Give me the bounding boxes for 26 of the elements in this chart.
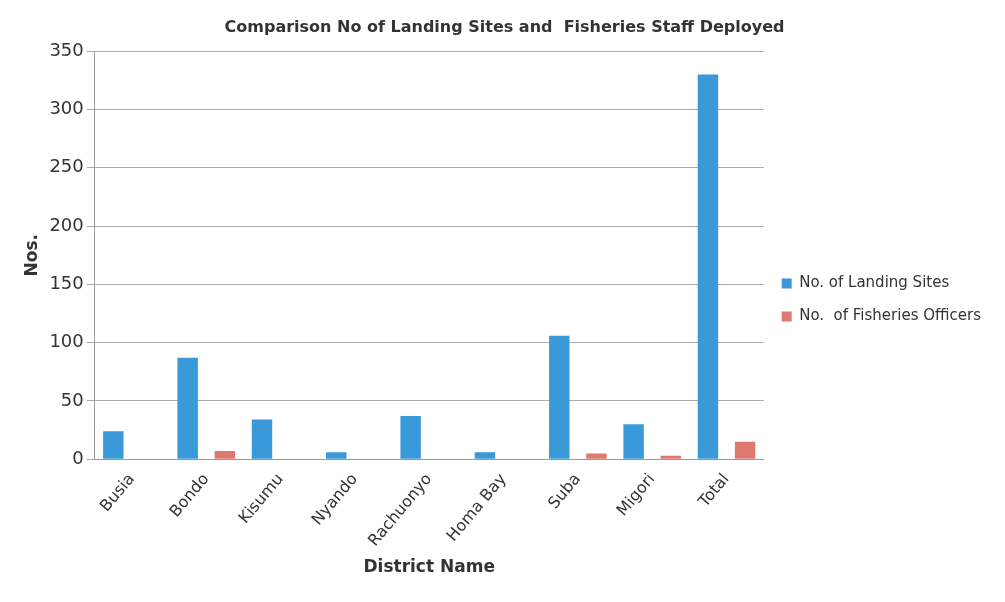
x-axis-title: District Name bbox=[363, 556, 495, 577]
bar bbox=[177, 357, 198, 459]
y-tick-label: 100 bbox=[49, 330, 84, 352]
y-tick-label: 200 bbox=[49, 213, 84, 235]
chart-title: Comparison No of Landing Sites and Fisheries Staff Deployed bbox=[224, 16, 785, 36]
bar bbox=[660, 455, 681, 459]
y-axis-title: Nos. bbox=[20, 233, 41, 277]
y-tick-label: 300 bbox=[49, 97, 84, 119]
y-tick-label: 350 bbox=[49, 38, 84, 60]
bar bbox=[214, 451, 236, 459]
bar bbox=[586, 453, 607, 459]
legend-label: No. of Landing Sites bbox=[799, 273, 950, 292]
y-tick-label: 150 bbox=[49, 272, 84, 294]
bar bbox=[734, 441, 756, 459]
bar bbox=[549, 335, 570, 459]
bar bbox=[400, 416, 421, 459]
bar bbox=[474, 452, 496, 459]
y-tick-label: 0 bbox=[72, 446, 84, 468]
bar bbox=[623, 424, 644, 459]
bar bbox=[326, 452, 347, 459]
bar bbox=[251, 419, 273, 459]
y-tick-label: 50 bbox=[60, 388, 84, 410]
bar bbox=[103, 431, 124, 459]
bar bbox=[697, 74, 719, 459]
legend-label: No. of Fisheries Officers bbox=[799, 306, 982, 325]
y-tick-label: 250 bbox=[49, 155, 84, 177]
